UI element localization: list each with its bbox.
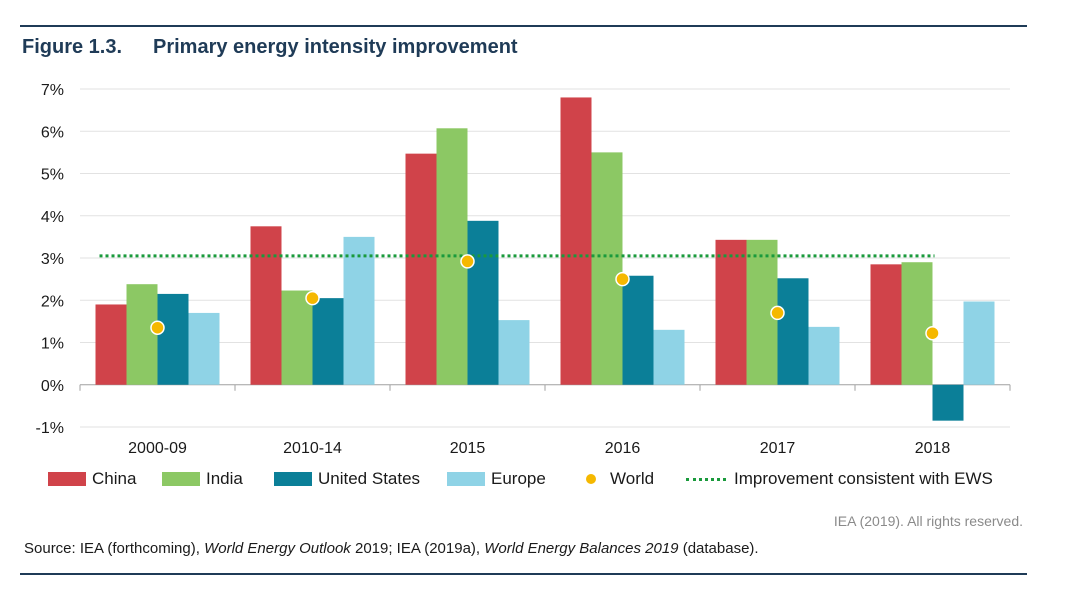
legend-india-label: India bbox=[206, 469, 243, 488]
europe-swatch bbox=[447, 472, 485, 486]
bar bbox=[498, 320, 530, 385]
bar bbox=[126, 284, 158, 385]
bar bbox=[653, 329, 685, 385]
source-note: Source: IEA (forthcoming), World Energy … bbox=[24, 540, 759, 557]
dotted-line-icon bbox=[686, 477, 726, 481]
india-swatch bbox=[162, 472, 200, 486]
legend-china-label: China bbox=[92, 469, 137, 488]
bar bbox=[777, 278, 809, 385]
figure-number: Figure 1.3. bbox=[22, 36, 123, 58]
y-tick-label: 5% bbox=[41, 167, 64, 184]
world-point bbox=[770, 305, 785, 321]
bar bbox=[715, 239, 747, 385]
y-tick-label: 0% bbox=[41, 378, 64, 395]
source-suffix: (database). bbox=[678, 540, 759, 557]
source-web: World Energy Balances 2019 bbox=[484, 540, 679, 557]
world-dot-icon bbox=[586, 474, 596, 484]
legend-item-india: India bbox=[162, 468, 243, 490]
x-tick-label: 2017 bbox=[760, 440, 796, 457]
bar bbox=[963, 301, 995, 385]
bar bbox=[591, 152, 623, 385]
top-rule bbox=[20, 25, 1027, 27]
bottom-rule bbox=[20, 573, 1027, 575]
bar bbox=[343, 236, 375, 385]
legend-us-label: United States bbox=[318, 469, 421, 488]
rights-notice: IEA (2019). All rights reserved. bbox=[833, 513, 1023, 529]
bar bbox=[467, 220, 499, 385]
world-points bbox=[150, 254, 940, 341]
bar bbox=[560, 97, 592, 385]
bar bbox=[932, 384, 964, 421]
x-axis-labels: 2000-09 2010-14 2015 2016 2017 2018 bbox=[128, 440, 950, 457]
bar bbox=[188, 312, 220, 385]
world-point bbox=[615, 271, 630, 287]
bars bbox=[95, 97, 995, 421]
bar bbox=[157, 293, 189, 385]
grid-lines bbox=[79, 88, 1011, 428]
china-swatch bbox=[48, 472, 86, 486]
world-point bbox=[305, 290, 320, 306]
bar bbox=[622, 275, 654, 385]
legend-item-ews: Improvement consistent with EWS bbox=[686, 468, 993, 490]
legend-item-world: World bbox=[580, 468, 654, 490]
y-tick-label: 1% bbox=[41, 336, 64, 353]
x-tick-label: 2018 bbox=[915, 440, 951, 457]
x-tick-label: 2015 bbox=[450, 440, 486, 457]
legend-item-china: China bbox=[48, 468, 136, 490]
y-axis-labels: 7% 6% 5% 4% 3% 2% 1% 0% -1% bbox=[36, 82, 64, 437]
bar bbox=[808, 326, 840, 385]
legend-europe-label: Europe bbox=[491, 469, 546, 488]
figure-title-text: Primary energy intensity improvement bbox=[153, 36, 518, 58]
source-weo: World Energy Outlook bbox=[204, 540, 351, 557]
y-tick-label: 7% bbox=[41, 82, 64, 99]
y-tick-label: -1% bbox=[36, 420, 64, 437]
y-tick-label: 6% bbox=[41, 124, 64, 141]
legend-ews-label: Improvement consistent with EWS bbox=[734, 469, 993, 488]
bar bbox=[405, 153, 437, 385]
world-point bbox=[925, 325, 940, 341]
y-tick-label: 4% bbox=[41, 209, 64, 226]
y-tick-label: 2% bbox=[41, 293, 64, 310]
legend-item-europe: Europe bbox=[447, 468, 546, 490]
bar bbox=[250, 226, 282, 385]
world-point bbox=[150, 320, 165, 335]
x-tick-label: 2000-09 bbox=[128, 440, 187, 457]
bar bbox=[281, 290, 313, 385]
y-tick-label: 3% bbox=[41, 251, 64, 268]
legend-item-us: United States bbox=[274, 468, 420, 490]
legend-world-label: World bbox=[610, 469, 655, 488]
source-prefix: Source: IEA (forthcoming), bbox=[24, 540, 205, 557]
bar-chart: 7%6%5%4%3%2%1%0%-1% 2000-09 2010-14 2015 20… bbox=[36, 82, 1011, 457]
bar bbox=[901, 262, 933, 385]
bar bbox=[870, 264, 902, 385]
figure-title: Figure 1.3. Primary energy intensity impr… bbox=[22, 36, 518, 59]
world-point bbox=[460, 254, 475, 269]
bar bbox=[312, 298, 344, 385]
x-tick-label: 2016 bbox=[605, 440, 641, 457]
source-mid: 2019; IEA (2019a), bbox=[350, 540, 485, 557]
x-tick-label: 2010-14 bbox=[283, 440, 342, 457]
us-swatch bbox=[274, 472, 312, 486]
bar bbox=[95, 304, 127, 385]
